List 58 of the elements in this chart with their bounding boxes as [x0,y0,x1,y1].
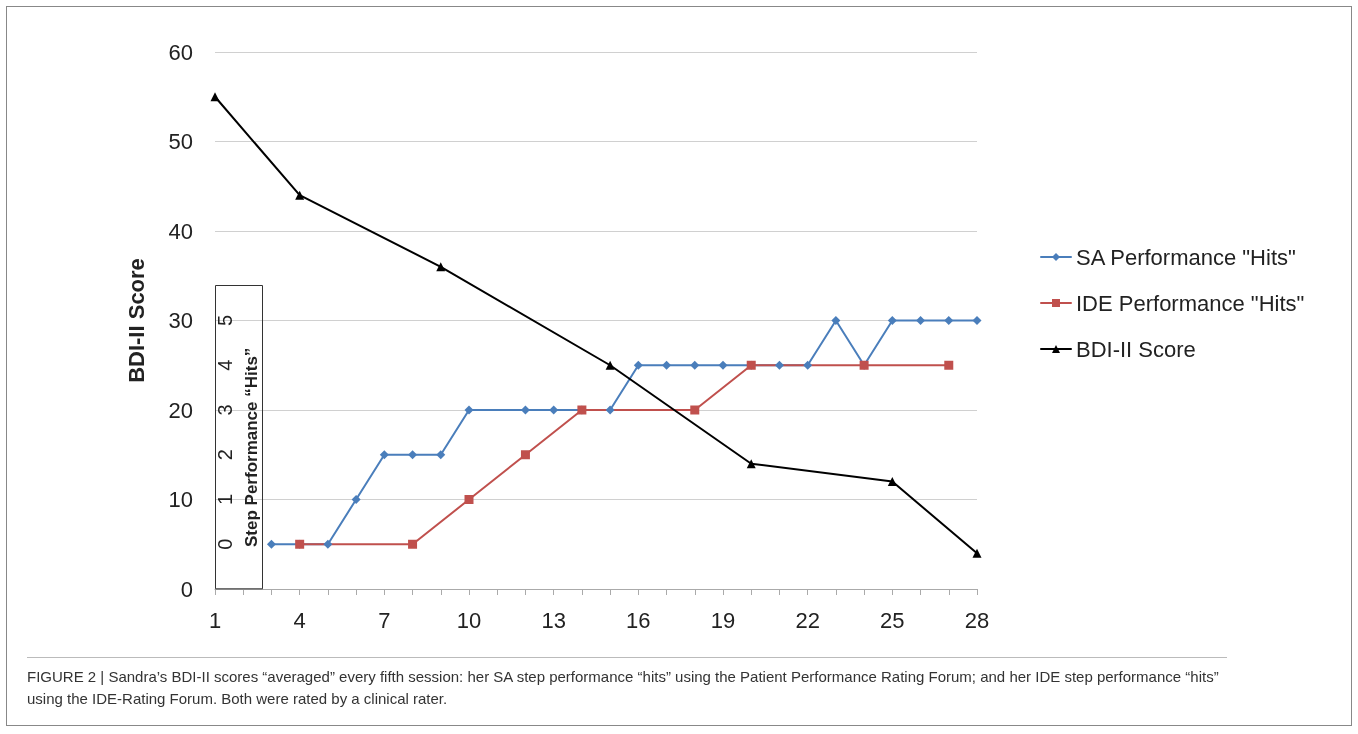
point [718,360,728,370]
x-tick-label: 4 [293,607,306,633]
y-tick-label: 60 [168,39,193,65]
point [944,316,954,325]
point [803,360,813,370]
point [408,539,418,549]
point [464,495,474,504]
point [266,539,276,549]
point [916,316,926,325]
point [605,405,615,415]
x-tick-label: 19 [710,607,736,633]
y-tick-label: 50 [168,129,193,154]
y2-tick-label: 1 [214,493,236,506]
y-tick-label: 40 [168,218,193,244]
point [972,316,982,325]
y-axis-title: BDI-II Score [123,258,149,383]
y-tick-label: 30 [168,308,193,333]
point [408,450,418,460]
point [831,316,841,325]
y2-tick-label: 2 [214,449,236,461]
legend-label: IDE Performance "Hits" [1076,290,1305,316]
point [633,360,643,370]
x-tick-label: 16 [626,607,651,633]
y2-tick-label: 5 [214,314,236,327]
caption: FIGURE 2 | Sandra’s BDI-II scores “averaged” every fifth session: her SA step performance “hits” using the Patient Performance Rating Forum; and her IDE step performance “hits” using the IDE-Rating Forum. Both were rated by a clinical rater. [27,657,1227,710]
point [887,477,897,487]
point [690,360,700,370]
point [464,405,474,415]
point [887,316,897,325]
legend-label: SA Performance "Hits" [1076,244,1296,270]
point [690,405,700,415]
x-tick-label: 13 [541,607,566,633]
legend-label: BDI-II Score [1076,336,1196,362]
point [605,360,615,370]
y-tick-label: 10 [168,487,193,512]
point [295,190,305,200]
point [351,495,361,504]
point [520,450,530,460]
x-tick-label: 25 [880,607,905,633]
point [436,450,446,460]
x-tick-label: 28 [964,607,990,633]
point [774,360,784,370]
point [323,539,333,549]
y2-axis-title: Step Performance “Hits” [242,347,261,547]
y2-tick-label: 0 [214,538,236,550]
point [944,360,954,370]
y-tick-label: 0 [180,576,193,602]
point [662,360,672,370]
y2-tick-label: 3 [214,404,236,416]
y2-tick-label: 4 [214,359,236,371]
point [972,548,982,558]
x-tick-label: 22 [795,607,820,633]
x-tick-label: 7 [378,607,391,633]
x-tick-label: 10 [456,607,482,633]
y-tick-label: 20 [168,397,193,423]
point [210,92,220,102]
point [379,450,389,460]
x-tick-label: 1 [208,607,222,633]
